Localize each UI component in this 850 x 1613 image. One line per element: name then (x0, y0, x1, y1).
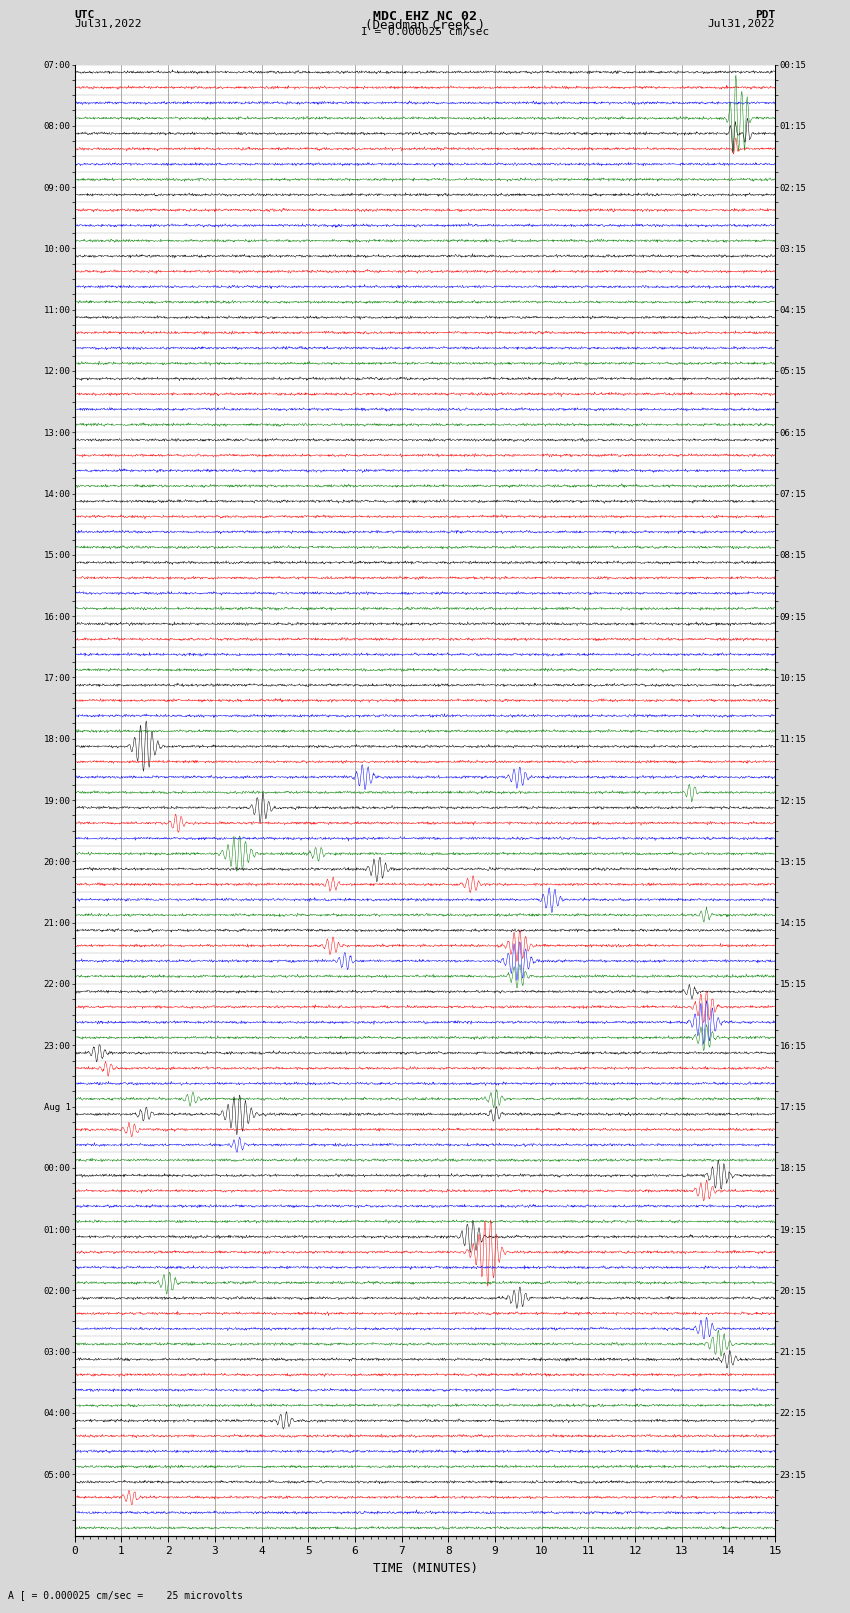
Text: A [ = 0.000025 cm/sec =    25 microvolts: A [ = 0.000025 cm/sec = 25 microvolts (8, 1590, 243, 1600)
Text: I = 0.000025 cm/sec: I = 0.000025 cm/sec (361, 26, 489, 37)
Text: (Deadman Creek ): (Deadman Creek ) (365, 18, 485, 32)
Text: UTC: UTC (75, 11, 95, 21)
Text: Jul31,2022: Jul31,2022 (708, 18, 775, 29)
Text: MDC EHZ NC 02: MDC EHZ NC 02 (373, 11, 477, 24)
Text: Jul31,2022: Jul31,2022 (75, 18, 142, 29)
X-axis label: TIME (MINUTES): TIME (MINUTES) (372, 1561, 478, 1574)
Text: PDT: PDT (755, 11, 775, 21)
